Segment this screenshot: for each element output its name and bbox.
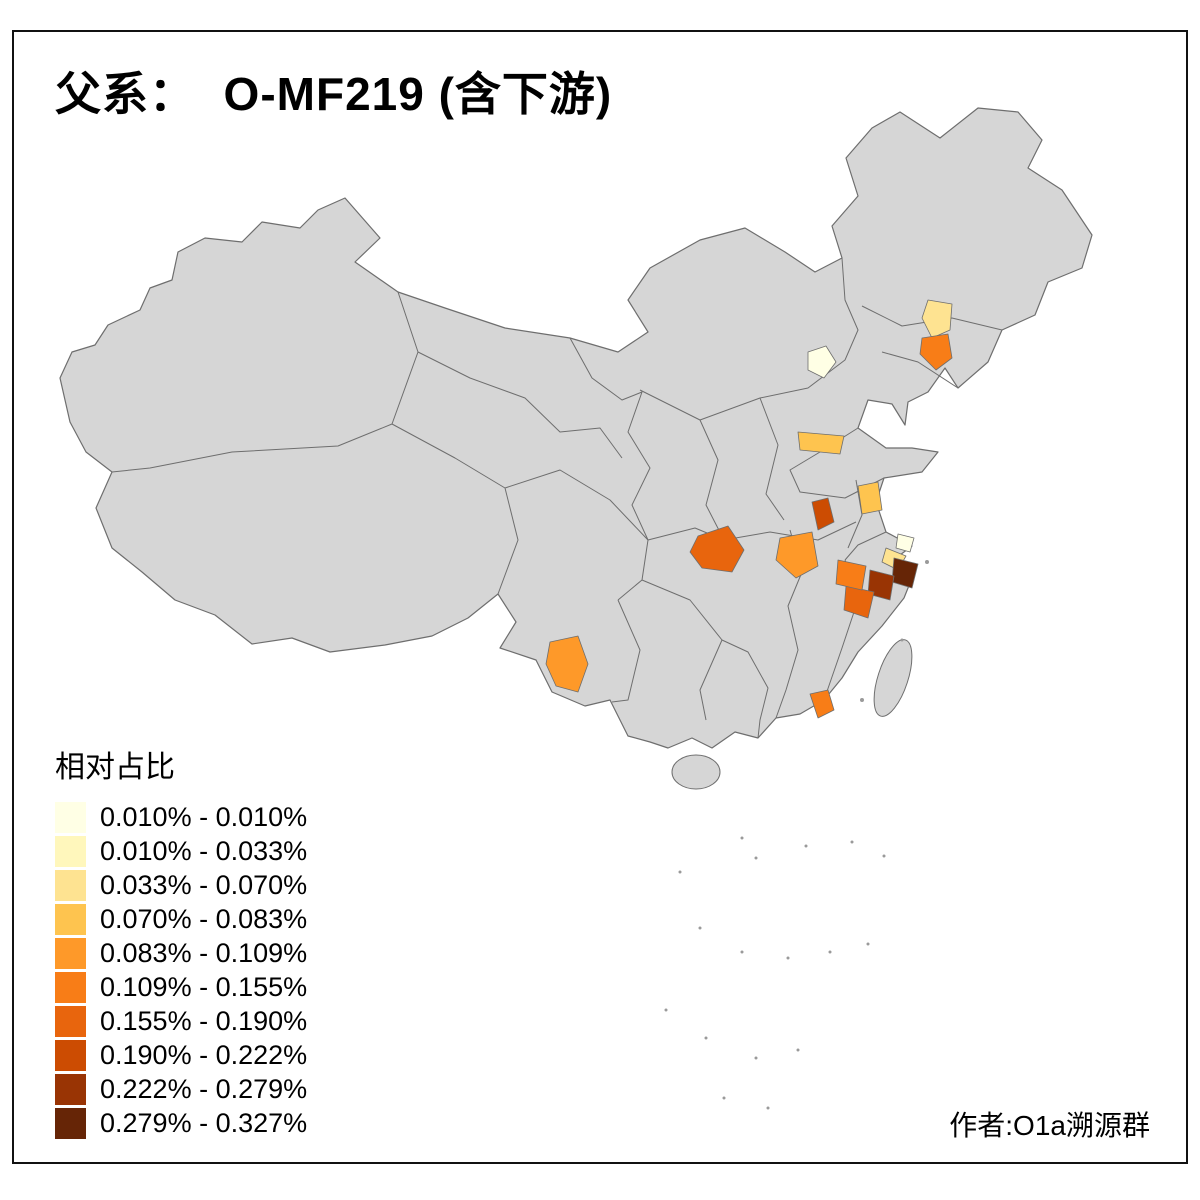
region-shanghai-north [895, 533, 915, 553]
legend-item: 0.222% - 0.279% [55, 1074, 307, 1105]
choropleth-regions [545, 299, 953, 719]
region-hebei-south [797, 431, 845, 455]
legend-swatch [55, 1108, 86, 1139]
legend-swatch [55, 1006, 86, 1037]
south-china-sea-islands [664, 560, 929, 1110]
legend-item: 0.010% - 0.033% [55, 836, 307, 867]
region-liaoning-central [919, 333, 953, 371]
region-beijing [807, 345, 837, 379]
region-anhui-south [835, 559, 867, 591]
legend-item-label: 0.070% - 0.083% [100, 904, 308, 934]
legend-item-label: 0.279% - 0.327% [100, 1108, 308, 1138]
region-zhejiang-southwest [843, 585, 875, 619]
legend-item: 0.155% - 0.190% [55, 1006, 307, 1037]
attribution: 作者:O1a溯源群 [949, 1110, 1150, 1141]
legend-item: 0.190% - 0.222% [55, 1040, 307, 1071]
legend-swatch [55, 972, 86, 1003]
legend-item: 0.109% - 0.155% [55, 972, 307, 1003]
legend-swatch [55, 870, 86, 901]
region-zhejiang-northwest [867, 569, 895, 601]
china-outline [59, 107, 1093, 749]
legend-item-label: 0.010% - 0.033% [100, 836, 308, 866]
legend-swatch [55, 904, 86, 935]
legend-item-label: 0.010% - 0.010% [100, 802, 308, 832]
legend-swatch [55, 1040, 86, 1071]
page-title: 父系： O-MF219 (含下游) [55, 68, 613, 120]
legend-item: 0.010% - 0.010% [55, 802, 307, 833]
region-hubei [775, 531, 819, 579]
legend-swatch [55, 1074, 86, 1105]
legend-item: 0.070% - 0.083% [55, 904, 307, 935]
region-liaoning-north [921, 299, 953, 339]
region-fujian-coast [809, 689, 835, 719]
taiwan-island [873, 639, 913, 717]
legend-swatch [55, 836, 86, 867]
legend-item-label: 0.083% - 0.109% [100, 938, 308, 968]
legend-swatch [55, 938, 86, 969]
legend-item-label: 0.109% - 0.155% [100, 972, 308, 1002]
region-henan [811, 497, 835, 531]
legend-item-label: 0.190% - 0.222% [100, 1040, 308, 1070]
hainan-island [671, 754, 721, 790]
region-chongqing [689, 525, 745, 573]
region-yunnan-central [545, 635, 589, 693]
region-zhejiang-north [891, 557, 919, 589]
legend-item-label: 0.033% - 0.070% [100, 870, 308, 900]
legend-item-label: 0.222% - 0.279% [100, 1074, 308, 1104]
region-jiangsu [857, 481, 883, 515]
legend-title: 相对占比 [55, 751, 175, 784]
legend-item: 0.279% - 0.327% [55, 1108, 307, 1139]
legend: 相对占比 0.010% - 0.010% 0.010% - 0.033% 0.0… [55, 742, 307, 1142]
legend-item: 0.083% - 0.109% [55, 938, 307, 969]
legend-item-label: 0.155% - 0.190% [100, 1006, 308, 1036]
legend-item: 0.033% - 0.070% [55, 870, 307, 901]
legend-swatch [55, 802, 86, 833]
